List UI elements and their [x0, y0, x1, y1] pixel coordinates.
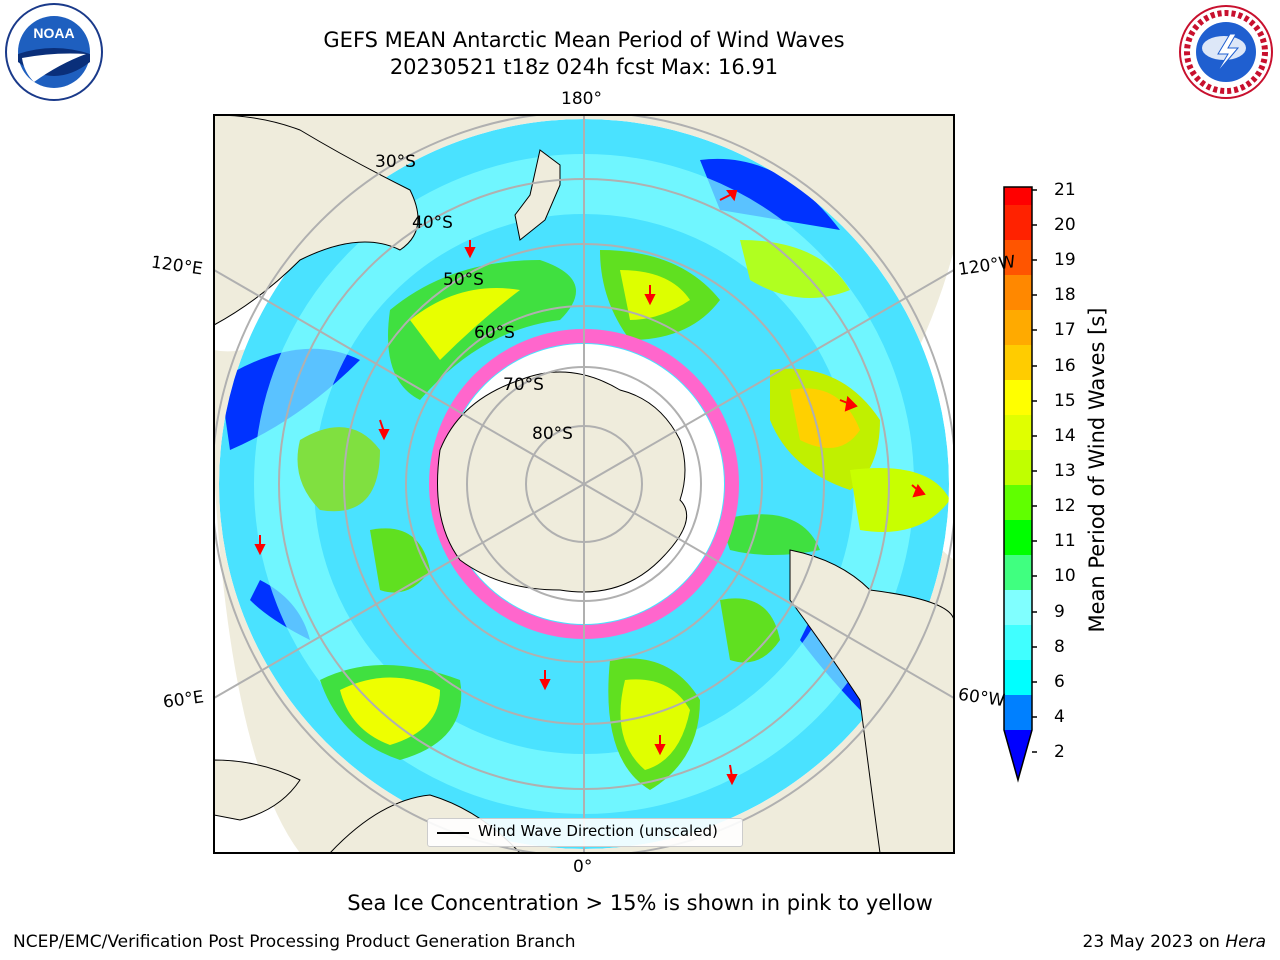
colorbar-tick: 20: [1054, 215, 1076, 235]
colorbar-tick: 15: [1054, 391, 1076, 411]
footer-date-text: 23 May 2023 on: [1082, 932, 1226, 952]
lat-label-50s: 50°S: [443, 270, 484, 290]
footer-credit: NCEP/EMC/Verification Post Processing Pr…: [13, 932, 576, 952]
colorbar-tick: 14: [1054, 426, 1076, 446]
colorbar-tick: 9: [1054, 602, 1065, 622]
footer-machine: Hera: [1225, 932, 1266, 952]
colorbar-tick: 4: [1054, 707, 1065, 727]
antarctica: [437, 371, 688, 593]
longitude-grid: [214, 115, 954, 853]
noaa-logo: NOAA: [5, 3, 103, 101]
wind-wave-arrows: [254, 190, 926, 786]
colorbar-tick: 12: [1054, 496, 1076, 516]
colorbar-tick: 8: [1054, 637, 1065, 657]
lat-label-70s: 70°S: [503, 375, 544, 395]
legend-line: [437, 832, 469, 834]
madagascar: [214, 759, 301, 821]
colorbar-tick: 19: [1054, 250, 1076, 270]
colorbar-tick: 13: [1054, 461, 1076, 481]
lon-label-180: 180°: [561, 89, 602, 109]
legend-label: Wind Wave Direction (unscaled): [478, 822, 718, 840]
map-legend: Wind Wave Direction (unscaled): [427, 818, 743, 847]
colorbar-tick: 11: [1054, 531, 1076, 551]
footer-date: 23 May 2023 on Hera: [1083, 932, 1267, 952]
colorbar-tick: 10: [1054, 566, 1076, 586]
lon-label-0: 0°: [573, 857, 593, 877]
lat-label-80s: 80°S: [532, 424, 573, 444]
colorbar-tick: 21: [1054, 180, 1076, 200]
map-frame: [213, 114, 955, 854]
chart-title: GEFS MEAN Antarctic Mean Period of Wind …: [323, 28, 845, 52]
nws-logo: [1179, 5, 1273, 99]
lat-label-60s: 60°S: [474, 323, 515, 343]
svg-text:NOAA: NOAA: [33, 25, 74, 41]
lat-label-40s: 40°S: [412, 213, 453, 233]
lat-label-30s: 30°S: [375, 152, 416, 172]
colorbar-tick: 17: [1054, 320, 1076, 340]
colorbar-label: Mean Period of Wind Waves [s]: [1085, 307, 1109, 633]
colorbar-tick: 6: [1054, 672, 1065, 692]
colorbar-tick: 18: [1054, 285, 1076, 305]
colorbar-tick: 2: [1054, 742, 1065, 762]
colorbar: [1003, 186, 1037, 783]
chart-subtitle: 20230521 t18z 024h fcst Max: 16.91: [389, 55, 779, 79]
new-zealand: [514, 149, 561, 241]
caption: Sea Ice Concentration > 15% is shown in …: [347, 891, 933, 915]
colorbar-tick: 16: [1054, 356, 1076, 376]
